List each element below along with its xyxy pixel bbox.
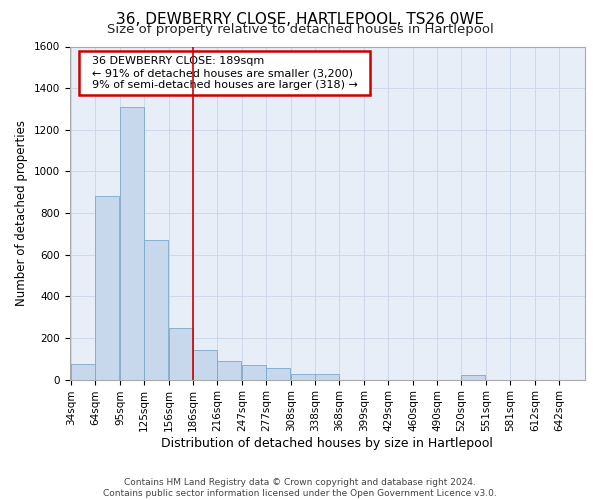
- Bar: [95, 196, 119, 380]
- Bar: [242, 365, 266, 380]
- Text: Size of property relative to detached houses in Hartlepool: Size of property relative to detached ho…: [107, 22, 493, 36]
- Text: Contains HM Land Registry data © Crown copyright and database right 2024.
Contai: Contains HM Land Registry data © Crown c…: [103, 478, 497, 498]
- Bar: [217, 361, 241, 380]
- Bar: [120, 107, 144, 380]
- Bar: [145, 240, 168, 380]
- X-axis label: Distribution of detached houses by size in Hartlepool: Distribution of detached houses by size …: [161, 437, 493, 450]
- Bar: [169, 328, 193, 380]
- Bar: [71, 364, 95, 380]
- Y-axis label: Number of detached properties: Number of detached properties: [15, 120, 28, 306]
- Text: 36 DEWBERRY CLOSE: 189sqm  
  ← 91% of detached houses are smaller (3,200)  
  9: 36 DEWBERRY CLOSE: 189sqm ← 91% of detac…: [85, 56, 365, 90]
- Text: 36, DEWBERRY CLOSE, HARTLEPOOL, TS26 0WE: 36, DEWBERRY CLOSE, HARTLEPOOL, TS26 0WE: [116, 12, 484, 28]
- Bar: [266, 368, 290, 380]
- Bar: [316, 374, 339, 380]
- Bar: [193, 350, 217, 380]
- Bar: [461, 376, 485, 380]
- Bar: [291, 374, 315, 380]
